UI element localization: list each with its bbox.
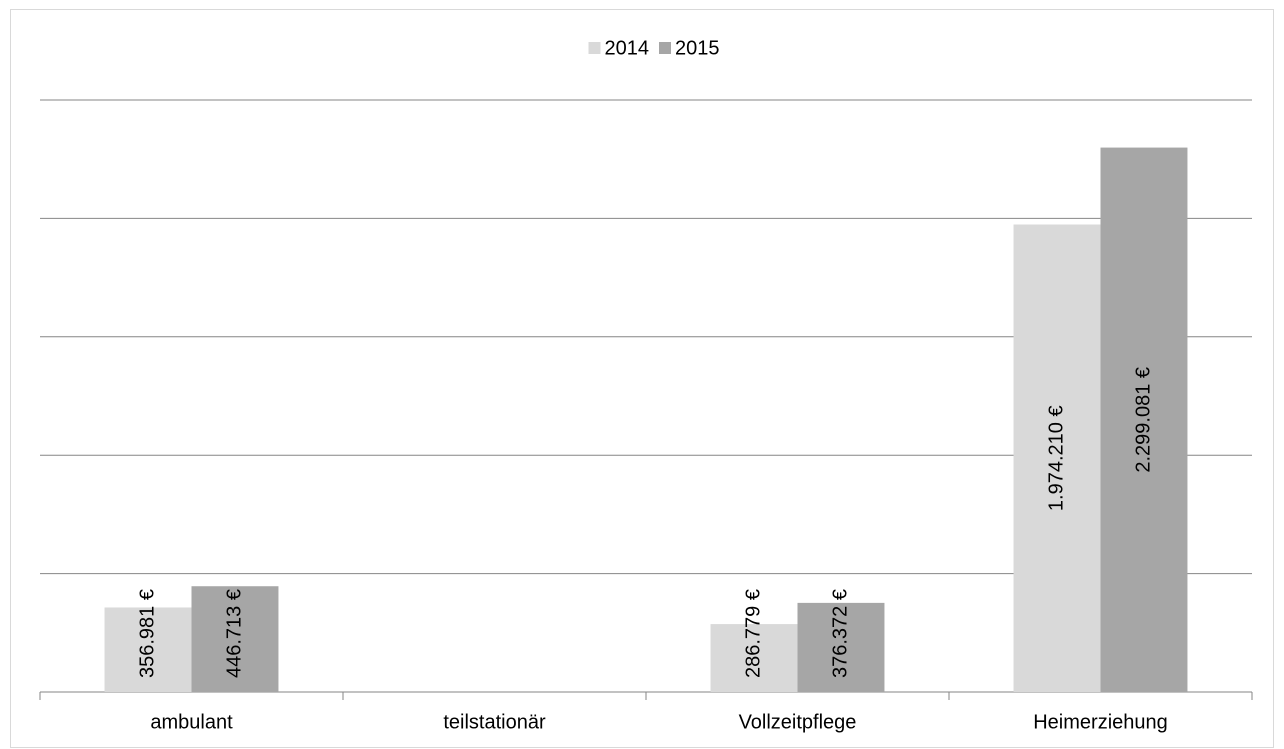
bar: [710, 624, 798, 692]
legend-label: 2014: [605, 37, 650, 59]
x-tick-label: Heimerziehung: [1033, 711, 1168, 733]
data-label: 1.974.210 €: [1045, 405, 1067, 511]
x-tick-label: teilstationär: [443, 711, 546, 733]
bar: [797, 602, 885, 692]
data-label: 446.713 €: [223, 589, 245, 678]
bar: [1100, 147, 1188, 692]
bar: [104, 607, 192, 692]
bar: [191, 586, 279, 692]
legend-swatch: [659, 42, 671, 54]
data-label: 376.372 €: [829, 589, 851, 678]
data-label: 2.299.081 €: [1132, 367, 1154, 473]
data-label: 286.779 €: [742, 589, 764, 678]
data-label: 356.981 €: [136, 589, 158, 678]
bar: [1013, 224, 1101, 692]
x-tick-label: Vollzeitpflege: [739, 711, 857, 733]
x-tick-label: ambulant: [150, 711, 233, 733]
legend-swatch: [588, 42, 601, 54]
legend-label: 2015: [675, 37, 720, 59]
